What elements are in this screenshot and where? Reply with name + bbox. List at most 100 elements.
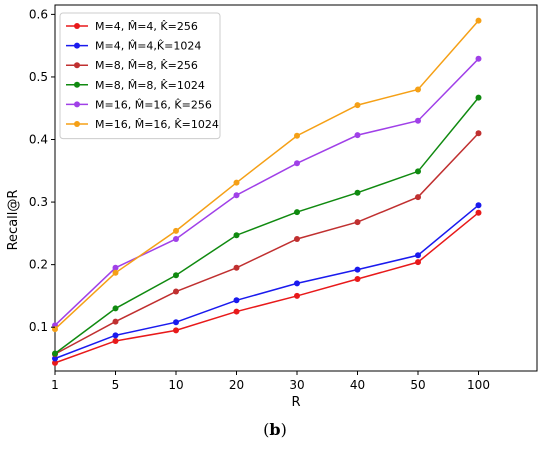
data-point [112,318,119,325]
series-line [54,20,480,330]
data-point [354,276,361,283]
series-group [52,209,482,366]
y-tick-label: 0.1 [29,320,48,334]
data-point [294,209,300,216]
caption-open: ( [263,420,270,439]
data-point [112,337,119,344]
figure-caption: (b) [0,420,550,439]
data-point [415,168,421,175]
data-point [112,264,119,271]
data-point [415,252,421,259]
data-point [52,350,58,357]
data-point [112,332,119,339]
data-point [475,94,482,101]
series-line [54,204,479,360]
y-tick-label: 0.4 [29,133,48,147]
legend-item: M=8, M̂=8, K̂=256 [66,59,198,72]
legend-swatch-marker [74,62,80,69]
y-tick-label: 0.5 [29,70,48,84]
plot-frame [54,4,538,372]
data-point [52,355,58,362]
legend: M=4, M̂=4, K̂=256 M=4, M̂=4,K̂=1024 M=8, M… [59,12,221,140]
legend-item: M=4, M̂=4,K̂=1024 [66,40,201,53]
data-point [52,359,58,366]
y-axis-label: Recall@R [6,190,21,251]
data-point [173,227,179,234]
data-point [233,192,240,199]
legend-label: M=4, M̂=4, K̂=256 [95,20,198,33]
data-point [294,160,300,167]
data-point [233,297,240,304]
data-point [415,117,421,124]
data-point [112,269,119,276]
data-point [294,132,300,139]
data-point [294,280,300,287]
data-point [354,102,361,109]
data-point [475,202,482,209]
series-line [54,97,480,355]
legend-item: M=16, M̂=16, K̂=1024 [66,118,219,131]
data-point [173,319,179,326]
data-point [294,235,300,242]
data-point [173,327,179,334]
data-point [415,86,421,93]
legend-label: M=8, M̂=8, K̂=1024 [95,79,205,92]
x-tick-label: 30 [289,378,304,392]
series-line [54,58,480,326]
x-tick-label: 1 [51,378,59,392]
plot-area [54,4,538,372]
data-point [354,266,361,273]
series-group [52,94,482,357]
caption-close: ) [280,420,287,439]
y-tick-label: 0.3 [29,195,48,209]
x-axis-label: R [291,395,300,410]
data-point [475,17,482,24]
data-point [233,232,240,239]
legend-swatch-marker [74,121,80,127]
data-point [475,209,482,216]
data-point [173,288,179,295]
x-tick-label: 10 [168,378,183,392]
data-point [415,194,421,201]
data-point [233,264,240,271]
legend-item: M=16, M̂=16, K̂=256 [66,98,212,111]
legend-label: M=4, M̂=4,K̂=1024 [95,40,201,53]
data-point [415,259,421,266]
recall-chart: 1 5 10 20 30 40 50 100 0.1 0.2 0.3 0.4 0.5 0.6 R Reca… [6,4,538,410]
x-tick-label: 50 [410,378,425,392]
data-point [354,189,361,196]
legend-swatch-marker [74,23,80,29]
x-tick-label: 5 [112,378,120,392]
legend-swatch-marker [74,81,80,88]
data-point [294,292,300,299]
legend-item: M=4, M̂=4, K̂=256 [66,20,198,33]
y-tick-label: 0.2 [29,258,48,272]
legend-label: M=16, M̂=16, K̂=256 [95,98,212,111]
data-point [475,130,482,137]
data-point [173,272,179,279]
x-tick-label: 40 [350,378,365,392]
legend-swatch-marker [74,101,80,108]
axes: 1 5 10 20 30 40 50 100 0.1 0.2 0.3 0.4 0.5 0.6 [29,7,490,392]
caption-letter: b [269,420,281,439]
data-point [173,235,179,242]
legend-label: M=8, M̂=8, K̂=256 [95,59,198,72]
legend-label: M=16, M̂=16, K̂=1024 [95,118,219,131]
series-layer [52,17,482,366]
series-group [52,130,482,358]
legend-swatch-marker [74,42,80,49]
y-tick-label: 0.6 [29,7,48,21]
data-point [354,219,361,226]
legend-box [59,12,221,140]
legend-item: M=8, M̂=8, K̂=1024 [66,79,205,92]
data-point [354,132,361,139]
data-point [233,308,240,315]
data-point [112,305,119,312]
series-line [54,132,480,355]
series-group [52,202,482,362]
x-tick-label: 20 [229,378,244,392]
x-tick-label: 100 [467,378,490,392]
data-point [233,179,240,186]
data-point [475,55,482,62]
series-line [54,212,479,364]
